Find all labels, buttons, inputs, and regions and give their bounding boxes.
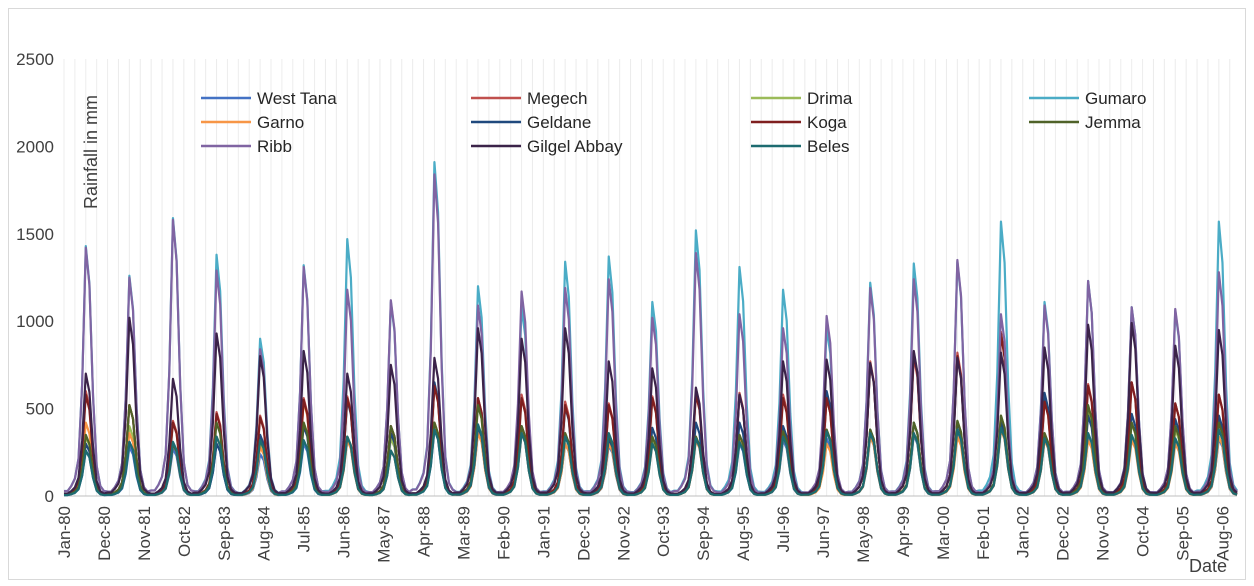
legend-label: Ribb [257, 137, 292, 156]
x-tick-label: May-98 [854, 506, 873, 563]
legend-label: Gumaro [1085, 89, 1146, 108]
y-axis-ticks: 0 500 1000 1500 2000 2500 [16, 50, 54, 506]
y-tick-label: 500 [26, 400, 54, 419]
x-tick-label: Oct-82 [175, 506, 194, 557]
x-tick-label: Oct-04 [1134, 506, 1153, 557]
x-tick-label: Jun-97 [814, 506, 833, 558]
x-tick-label: Dec-91 [574, 506, 593, 561]
x-tick-label: Aug-95 [734, 506, 753, 561]
y-axis-title: Rainfall in mm [81, 95, 101, 209]
y-tick-label: 1500 [16, 225, 54, 244]
chart-frame: 0 500 1000 1500 2000 2500 Jan-80 Dec-80 Nov-81 O… [8, 8, 1246, 580]
series-line-gilgel-abbay [64, 316, 1238, 496]
legend-label: Garno [257, 113, 304, 132]
x-tick-label: May-87 [375, 506, 394, 563]
x-tick-label: Jul-96 [774, 506, 793, 552]
series-line-beles [64, 423, 1238, 497]
legend-label: Koga [807, 113, 847, 132]
x-tick-label: Dec-80 [95, 506, 114, 561]
y-tick-label: 2000 [16, 137, 54, 156]
x-tick-label: Nov-03 [1094, 506, 1113, 561]
x-tick-label: Jul-85 [295, 506, 314, 552]
legend-label: Beles [807, 137, 850, 156]
legend-label: Gilgel Abbay [527, 137, 623, 156]
x-tick-label: Dec-02 [1054, 506, 1073, 561]
y-tick-label: 1000 [16, 312, 54, 331]
series-line-koga [64, 332, 1238, 496]
x-tick-label: Mar-89 [454, 506, 473, 560]
x-tick-label: Jan-80 [55, 506, 74, 558]
x-tick-label: Nov-92 [614, 506, 633, 561]
legend-label: Megech [527, 89, 587, 108]
x-axis-title: Date [1189, 556, 1227, 576]
x-tick-label: Jan-02 [1014, 506, 1033, 558]
x-tick-label: Jun-86 [335, 506, 354, 558]
rainfall-line-chart: 0 500 1000 1500 2000 2500 Jan-80 Dec-80 Nov-81 O… [16, 50, 1238, 576]
x-tick-label: Nov-81 [135, 506, 154, 561]
x-tick-label: Sep-94 [694, 506, 713, 561]
x-tick-label: Sep-05 [1174, 506, 1193, 561]
x-tick-label: Jan-91 [534, 506, 553, 558]
x-tick-label: Apr-88 [415, 506, 434, 557]
legend: West Tana Megech Drima Gumaro Garno Geldane Ko… [201, 89, 1146, 156]
series-lines [64, 161, 1238, 497]
legend-label: West Tana [257, 89, 337, 108]
legend-label: Geldane [527, 113, 591, 132]
x-tick-label: Feb-01 [974, 506, 993, 560]
y-tick-label: 2500 [16, 50, 54, 69]
x-axis-ticks: Jan-80 Dec-80 Nov-81 Oct-82 Sep-83 Aug-84 Jul-… [55, 506, 1232, 563]
y-tick-label: 0 [45, 487, 54, 506]
legend-label: Drima [807, 89, 853, 108]
x-tick-label: Aug-06 [1213, 506, 1232, 561]
x-tick-label: Mar-00 [934, 506, 953, 560]
x-tick-label: Oct-93 [654, 506, 673, 557]
x-tick-label: Feb-90 [494, 506, 513, 560]
x-tick-label: Sep-83 [215, 506, 234, 561]
legend-label: Jemma [1085, 113, 1141, 132]
x-tick-label: Aug-84 [255, 506, 274, 561]
x-tick-label: Apr-99 [894, 506, 913, 557]
